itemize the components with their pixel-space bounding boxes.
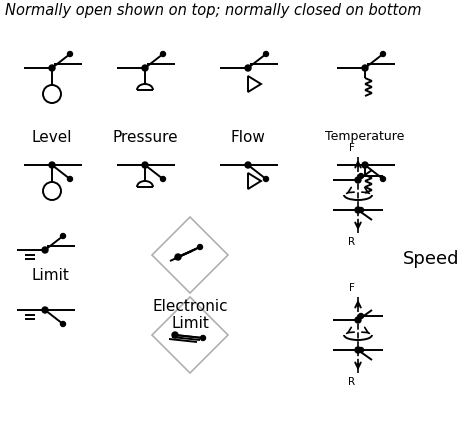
Text: Electronic
Limit: Electronic Limit [152,299,228,331]
Text: Temperature: Temperature [325,130,404,143]
Circle shape [361,65,367,71]
Text: R: R [347,377,355,387]
Circle shape [354,207,360,213]
Circle shape [380,176,385,181]
Text: Limit: Limit [31,268,69,283]
Circle shape [160,52,165,57]
Circle shape [197,244,202,250]
Circle shape [42,307,48,313]
Circle shape [172,332,178,338]
Circle shape [358,173,363,179]
Text: Speed: Speed [402,250,458,268]
Circle shape [49,65,55,71]
Circle shape [263,176,268,181]
Circle shape [142,65,148,71]
Circle shape [142,162,148,168]
Circle shape [42,247,48,253]
Circle shape [380,52,385,57]
Circle shape [175,254,180,260]
Circle shape [60,233,65,239]
Circle shape [245,162,250,168]
Circle shape [361,162,367,168]
Circle shape [68,52,72,57]
Circle shape [263,52,268,57]
Circle shape [354,317,360,323]
Text: Flow: Flow [230,130,265,145]
Text: F: F [348,143,354,153]
Circle shape [60,321,65,327]
Circle shape [245,65,250,71]
Circle shape [354,177,360,183]
Circle shape [354,347,360,353]
Circle shape [68,176,72,181]
Text: R: R [347,237,355,247]
Circle shape [49,162,55,168]
Text: Level: Level [32,130,72,145]
Circle shape [160,176,165,181]
Circle shape [200,335,205,341]
Text: F: F [348,283,354,293]
Circle shape [358,348,363,352]
Circle shape [358,313,363,319]
Circle shape [358,208,363,212]
Text: Normally open shown on top; normally closed on bottom: Normally open shown on top; normally clo… [5,3,421,18]
Text: Pressure: Pressure [112,130,178,145]
